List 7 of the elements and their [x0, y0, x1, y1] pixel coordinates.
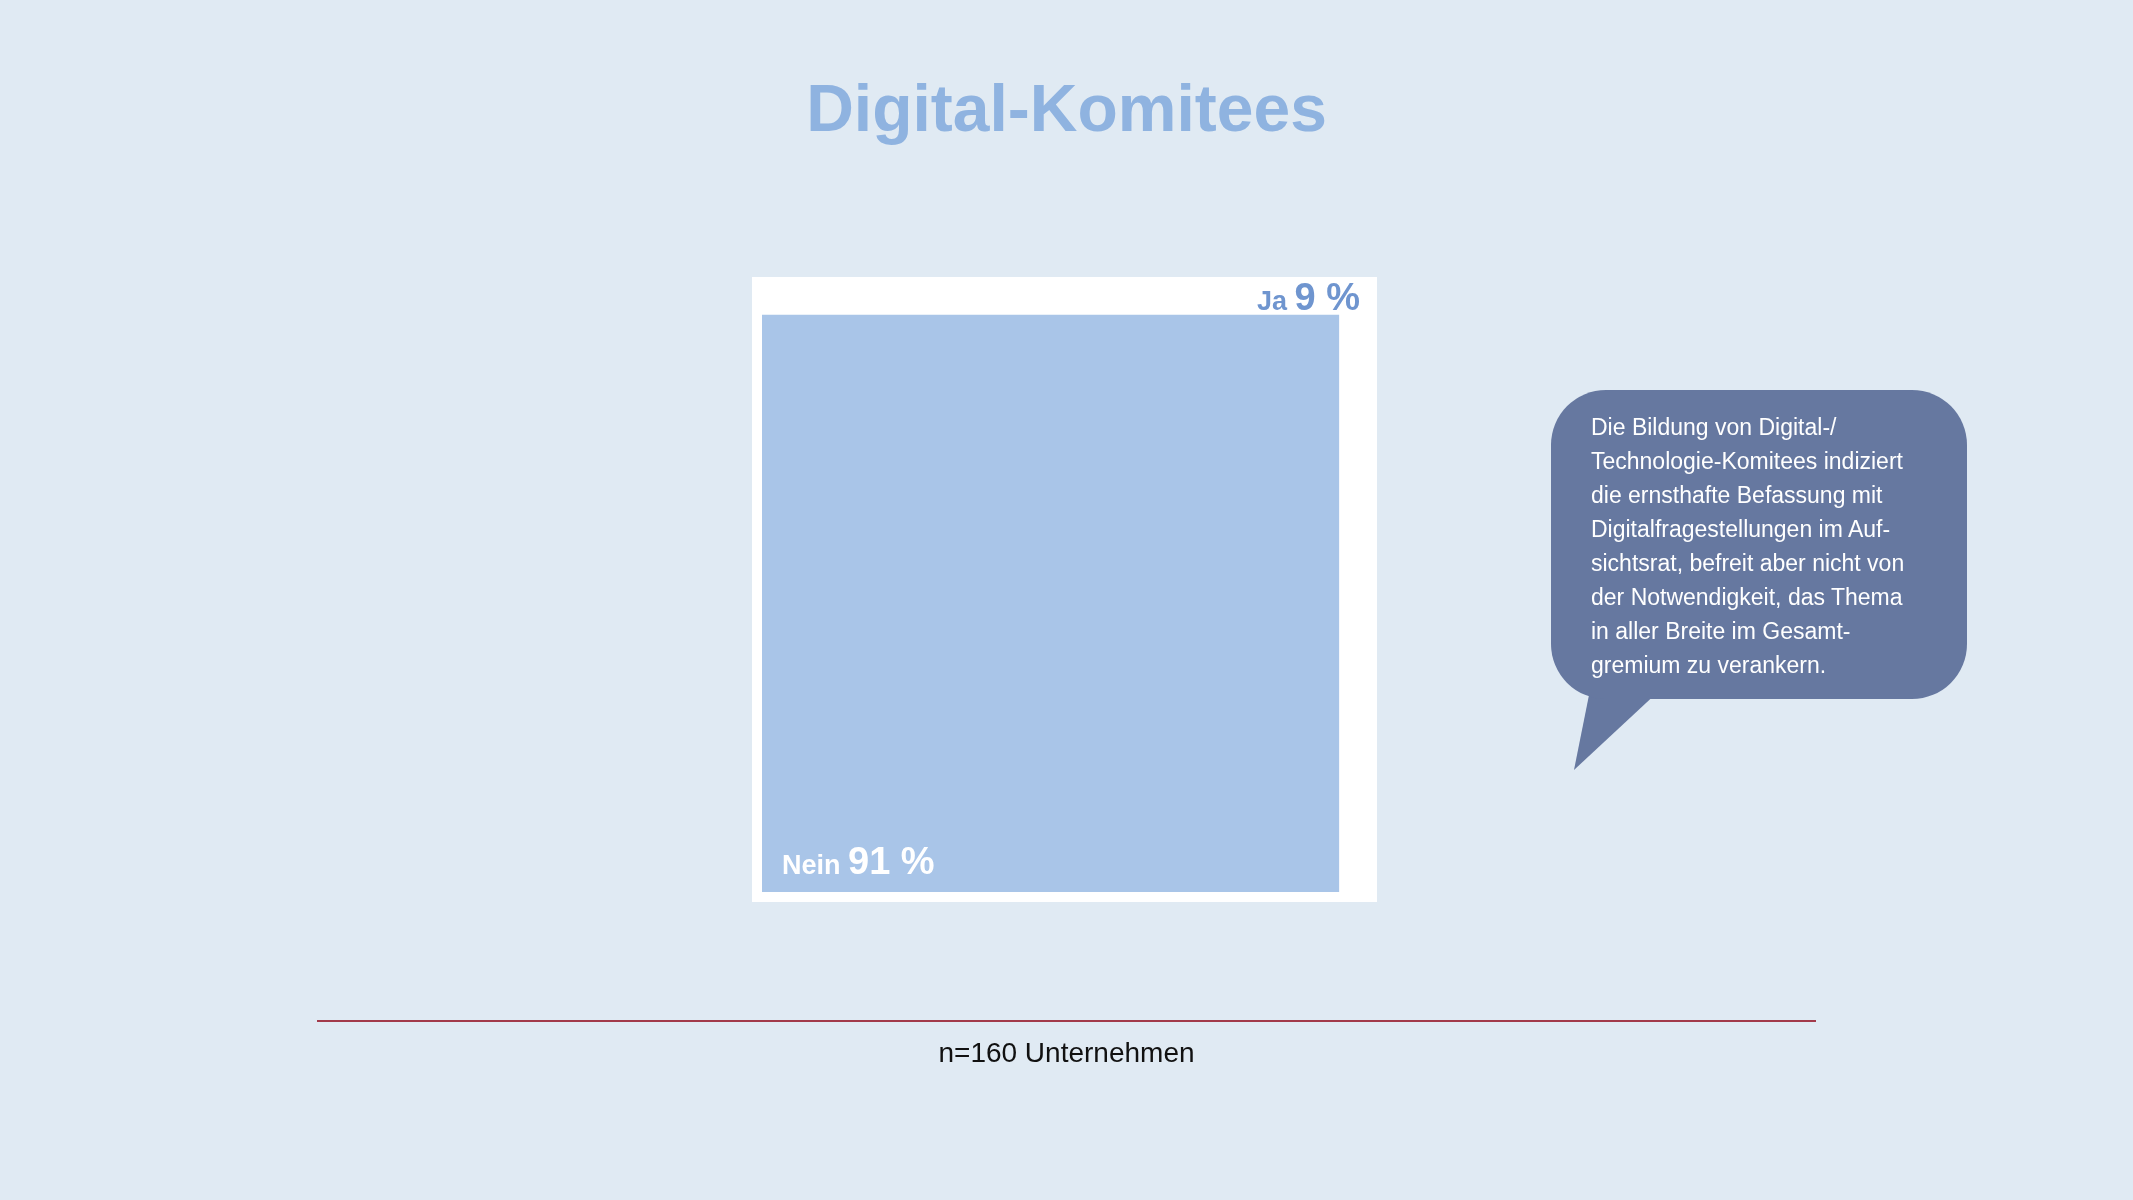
text: Die Bildung von Digital-/ Technologie-Komitees indiziert die ernsthafte Befassung mit Digitalfragestellungen im Auf- sichtsrat, befreit aber nicht von der Notwendigkeit, das Thema in aller Breite im Gesamt- gremium zu verankern.: [1551, 390, 1967, 699]
text: Digital-Komitees: [805, 70, 1328, 146]
data-label: 9 %: [1294, 275, 1360, 318]
text: n=160 Unternehmen: [937, 1037, 1196, 1069]
category-label: Nein: [782, 850, 841, 880]
category-label: Ja: [1256, 285, 1288, 316]
data-label: 91 %: [848, 840, 935, 882]
